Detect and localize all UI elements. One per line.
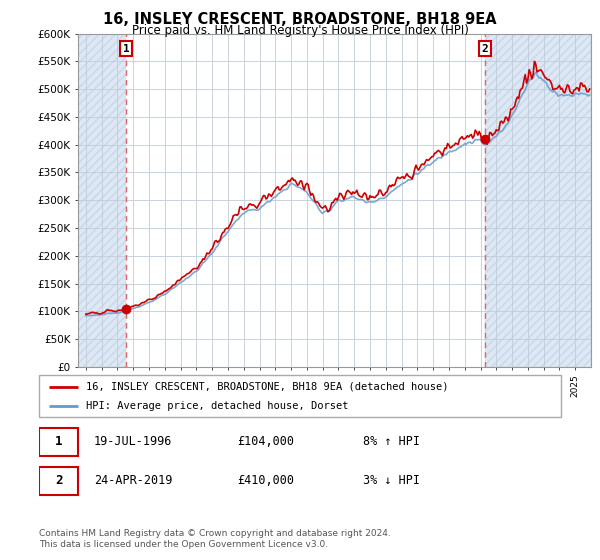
Bar — [485, 34, 591, 367]
Text: 16, INSLEY CRESCENT, BROADSTONE, BH18 9EA: 16, INSLEY CRESCENT, BROADSTONE, BH18 9E… — [103, 12, 497, 27]
Text: £104,000: £104,000 — [238, 435, 295, 449]
FancyBboxPatch shape — [39, 467, 78, 494]
Text: HPI: Average price, detached house, Dorset: HPI: Average price, detached house, Dors… — [86, 401, 349, 411]
Bar — [78, 34, 126, 367]
FancyBboxPatch shape — [39, 428, 78, 456]
Text: 8% ↑ HPI: 8% ↑ HPI — [362, 435, 419, 449]
Text: 2: 2 — [55, 474, 62, 487]
Text: £410,000: £410,000 — [238, 474, 295, 487]
Text: 1: 1 — [55, 435, 62, 449]
Text: Contains HM Land Registry data © Crown copyright and database right 2024.
This d: Contains HM Land Registry data © Crown c… — [39, 529, 391, 549]
FancyBboxPatch shape — [39, 375, 561, 417]
Text: 16, INSLEY CRESCENT, BROADSTONE, BH18 9EA (detached house): 16, INSLEY CRESCENT, BROADSTONE, BH18 9E… — [86, 381, 448, 391]
Bar — [126, 34, 485, 367]
Text: 19-JUL-1996: 19-JUL-1996 — [94, 435, 172, 449]
Text: 2: 2 — [482, 44, 488, 54]
Text: 24-APR-2019: 24-APR-2019 — [94, 474, 172, 487]
Text: Price paid vs. HM Land Registry's House Price Index (HPI): Price paid vs. HM Land Registry's House … — [131, 24, 469, 36]
Text: 1: 1 — [123, 44, 130, 54]
Text: 3% ↓ HPI: 3% ↓ HPI — [362, 474, 419, 487]
